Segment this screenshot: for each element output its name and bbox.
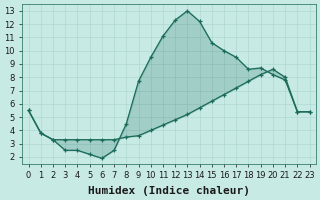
X-axis label: Humidex (Indice chaleur): Humidex (Indice chaleur) [88,186,250,196]
